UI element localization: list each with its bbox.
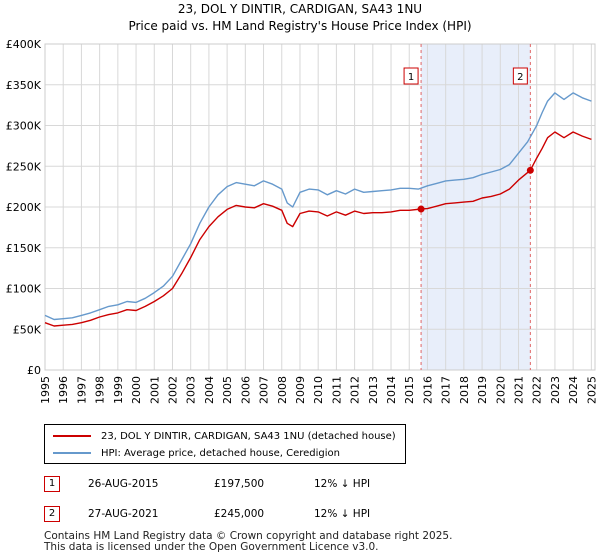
footer-licence: This data is licensed under the Open Gov… [44,541,379,553]
y-tick-label: £150K [6,242,42,255]
sale-label-text: 2 [517,72,523,83]
x-tick-label: 2022 [531,376,544,404]
x-tick-label: 2010 [312,376,325,404]
sale-price: £197,500 [214,478,265,490]
legend-label-hpi: HPI: Average price, detached house, Cere… [101,447,340,459]
x-tick-label: 2020 [494,376,507,404]
x-tick-label: 1998 [94,376,107,404]
sale-marker-badge: 1 [44,476,60,492]
legend-swatch-property [53,435,91,437]
x-tick-label: 2008 [276,376,289,404]
x-tick-label: 2002 [166,376,179,404]
x-tick-label: 2015 [403,376,416,404]
y-tick-label: £100K [6,283,42,296]
x-tick-label: 1996 [57,376,70,404]
legend-item-property: 23, DOL Y DINTIR, CARDIGAN, SA43 1NU (de… [45,428,396,444]
legend-item-hpi: HPI: Average price, detached house, Cere… [45,445,340,461]
x-tick-label: 2024 [567,376,580,404]
x-tick-label: 2023 [549,376,562,404]
x-tick-label: 2003 [185,376,198,404]
x-tick-label: 1995 [39,376,52,404]
sale-row: 2 27-AUG-2021 £245,000 12% ↓ HPI [44,506,464,524]
plot-frame [44,43,596,371]
x-tick-label: 2016 [421,376,434,404]
x-tick-label: 2009 [294,376,307,404]
x-tick-label: 2001 [148,376,161,404]
sale-point [526,166,534,174]
x-tick-label: 2014 [385,376,398,404]
sale-marker-badge: 2 [44,506,60,522]
sale-point [417,205,425,213]
x-tick-label: 1999 [112,376,125,404]
x-tick-label: 2004 [203,376,216,404]
footer: Contains HM Land Registry data © Crown c… [44,531,452,553]
x-tick-label: 2021 [513,376,526,404]
x-tick-label: 2017 [440,376,453,404]
chart-subtitle: Price paid vs. HM Land Registry's House … [128,19,472,33]
sale-date: 26-AUG-2015 [88,478,159,490]
sale-label-box [403,67,419,85]
legend: 23, DOL Y DINTIR, CARDIGAN, SA43 1NU (de… [44,424,406,464]
sale-hpi-diff: 12% ↓ HPI [314,508,371,520]
x-tick-label: 2019 [476,376,489,404]
footer-copyright: Contains HM Land Registry data © Crown c… [44,530,453,542]
chart-title: 23, DOL Y DINTIR, CARDIGAN, SA43 1NU [177,2,423,16]
sale-date: 27-AUG-2021 [88,508,159,520]
legend-label-property: 23, DOL Y DINTIR, CARDIGAN, SA43 1NU (de… [101,430,396,442]
x-tick-label: 2013 [367,376,380,404]
y-tick-label: £250K [6,160,42,173]
y-tick-label: £300K [6,120,42,133]
y-tick-label: £200K [6,201,42,214]
legend-swatch-hpi [53,452,91,454]
x-tick-label: 2000 [130,376,143,404]
y-tick-label: £0 [27,364,41,377]
sale-label-box [512,67,528,85]
x-tick-label: 2012 [349,376,362,404]
sale-price: £245,000 [214,508,265,520]
x-tick-label: 2025 [585,376,598,404]
x-tick-label: 2018 [458,376,471,404]
price-chart: £0 £50K £100K £150K £200K £250K £300K £350K £400… [6,38,599,404]
x-tick-label: 1997 [75,376,88,404]
x-tick-label: 2007 [258,376,271,404]
sale-hpi-diff: 12% ↓ HPI [314,478,371,490]
sale-row: 1 26-AUG-2015 £197,500 12% ↓ HPI [44,476,464,494]
y-tick-label: £400K [6,38,42,51]
x-tick-label: 2011 [330,376,343,404]
x-tick-label: 2005 [221,376,234,404]
property-series-line [44,131,592,327]
hpi-series-line [44,92,592,321]
y-tick-label: £350K [6,79,42,92]
x-tick-label: 2006 [239,376,252,404]
sale-label-text: 1 [408,72,414,83]
y-tick-label: £50K [13,323,42,336]
